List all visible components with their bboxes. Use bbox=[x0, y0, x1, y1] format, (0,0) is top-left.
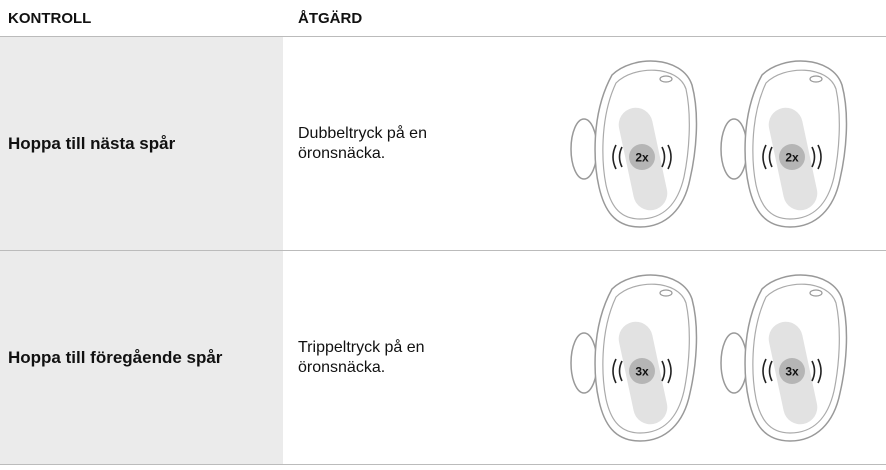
earbud-wing bbox=[720, 118, 748, 180]
earbud-sensor bbox=[809, 289, 823, 297]
sound-wave bbox=[811, 144, 822, 170]
header-cell: ÅTGÄRD bbox=[283, 0, 558, 37]
earbud: 2x bbox=[570, 60, 698, 228]
earbud-wing bbox=[570, 332, 598, 394]
control-cell: Hoppa till föregående spår bbox=[0, 250, 283, 465]
earbud: 3x bbox=[570, 274, 698, 442]
image-cell: 2x 2x bbox=[558, 36, 886, 251]
sound-wave bbox=[762, 144, 773, 170]
table-body: Hoppa till nästa spår Dubbeltryck på en ö… bbox=[0, 36, 886, 465]
action-cell: Dubbeltryck på en öronsnäcka. bbox=[283, 36, 558, 251]
header-row: KONTROLL ÅTGÄRD bbox=[0, 0, 886, 37]
header-cell: KONTROLL bbox=[0, 0, 283, 37]
tap-count: 2x bbox=[785, 151, 799, 165]
earbud-inner bbox=[602, 283, 690, 434]
tap-badge bbox=[779, 358, 805, 384]
tap-badge bbox=[629, 358, 655, 384]
action-text: Trippeltryck på en öronsnäcka. bbox=[298, 338, 425, 376]
earbud-wing bbox=[570, 118, 598, 180]
tap-count: 3x bbox=[635, 365, 649, 379]
tap-count: 3x bbox=[785, 365, 799, 379]
sound-wave bbox=[612, 144, 623, 170]
action-cell: Trippeltryck på en öronsnäcka. bbox=[283, 250, 558, 465]
sound-wave bbox=[612, 358, 623, 384]
earbud-inner bbox=[602, 69, 690, 220]
table-row: Hoppa till föregående spår Trippeltryck p… bbox=[0, 250, 886, 465]
sound-wave bbox=[762, 358, 773, 384]
earbud-sensor bbox=[659, 75, 673, 83]
earbuds-illustration: 2x 2x bbox=[570, 60, 848, 228]
earbud-inner bbox=[752, 69, 840, 220]
action-text: Dubbeltryck på en öronsnäcka. bbox=[298, 124, 427, 162]
earbuds-illustration: 3x 3x bbox=[570, 274, 848, 442]
sound-wave bbox=[661, 144, 672, 170]
earbud-sensor bbox=[659, 289, 673, 297]
control-cell: Hoppa till nästa spår bbox=[0, 36, 283, 251]
image-cell: 3x 3x bbox=[558, 250, 886, 465]
earbud-inner bbox=[752, 283, 840, 434]
tap-badge bbox=[779, 144, 805, 170]
earbud: 3x bbox=[720, 274, 848, 442]
sound-wave bbox=[661, 358, 672, 384]
earbud-wing bbox=[720, 332, 748, 394]
table-row: Hoppa till nästa spår Dubbeltryck på en ö… bbox=[0, 36, 886, 251]
tap-badge bbox=[629, 144, 655, 170]
tap-count: 2x bbox=[635, 151, 649, 165]
header-cell-empty bbox=[558, 0, 886, 37]
earbud-sensor bbox=[809, 75, 823, 83]
sound-wave bbox=[811, 358, 822, 384]
earbud: 2x bbox=[720, 60, 848, 228]
